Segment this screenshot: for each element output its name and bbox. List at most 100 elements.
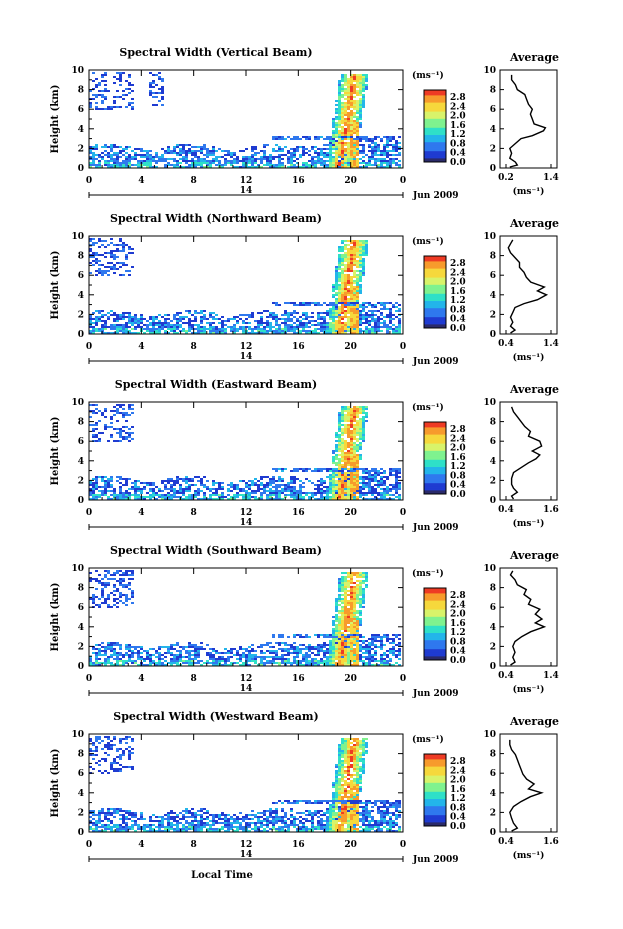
heatmap-cell	[314, 492, 317, 494]
heatmap-cell	[206, 322, 209, 324]
heatmap-cell	[194, 152, 197, 154]
heatmap-cell	[119, 488, 122, 490]
heatmap-cell	[305, 652, 308, 654]
heatmap-cell	[119, 430, 122, 432]
heatmap-cell	[98, 90, 101, 92]
heatmap-cell	[110, 150, 113, 152]
heatmap-cell	[122, 330, 125, 332]
heatmap-cell	[128, 648, 131, 650]
heatmap-cell	[224, 160, 227, 162]
heatmap-cell	[389, 136, 392, 138]
heatmap-cell	[296, 496, 299, 498]
heatmap-cell	[92, 478, 95, 480]
heatmap-cell	[329, 332, 332, 334]
heatmap-cell	[356, 164, 359, 166]
heatmap-cell	[284, 494, 287, 496]
heatmap-cell	[341, 580, 344, 582]
heatmap-cell	[137, 652, 140, 654]
heatmap-cell	[92, 160, 95, 162]
heatmap-cell	[152, 80, 155, 82]
heatmap-cell	[341, 618, 344, 620]
heatmap-cell	[128, 414, 131, 416]
heatmap-cell	[317, 136, 320, 138]
heatmap-cell	[254, 496, 257, 498]
heatmap-cell	[224, 324, 227, 326]
heatmap-cell	[365, 316, 368, 318]
heatmap-cell	[275, 480, 278, 482]
heatmap-cell	[116, 160, 119, 162]
heatmap-cell	[170, 326, 173, 328]
heatmap-cell	[92, 244, 95, 246]
heatmap-cell	[350, 246, 353, 248]
colorbar-tick-label: 0.0	[450, 158, 466, 168]
heatmap-cell	[353, 140, 356, 142]
heatmap-cell	[119, 434, 122, 436]
heatmap-cell	[374, 488, 377, 490]
colorbar-swatch	[424, 315, 446, 318]
heatmap-cell	[110, 242, 113, 244]
heatmap-cell	[365, 572, 368, 574]
heatmap-cell	[365, 420, 368, 422]
heatmap-cell	[155, 494, 158, 496]
heatmap-cell	[347, 410, 350, 412]
heatmap-cell	[188, 320, 191, 322]
heatmap-cell	[326, 330, 329, 332]
heatmap-cell	[113, 258, 116, 260]
heatmap-cell	[239, 160, 242, 162]
heatmap-cell	[164, 332, 167, 334]
heatmap-cell	[341, 306, 344, 308]
heatmap-cell	[197, 498, 200, 500]
heatmap-cell	[119, 318, 122, 320]
heatmap-cell	[278, 148, 281, 150]
heatmap-cell	[350, 478, 353, 480]
heatmap-cell	[347, 142, 350, 144]
heatmap-cell	[110, 256, 113, 258]
heatmap-cell	[95, 482, 98, 484]
heatmap-cell	[191, 644, 194, 646]
heatmap-cell	[338, 254, 341, 256]
heatmap-cell	[143, 650, 146, 652]
heatmap-cell	[98, 650, 101, 652]
heatmap-cell	[221, 316, 224, 318]
heatmap-cell	[332, 308, 335, 310]
heatmap-cell	[191, 484, 194, 486]
heatmap-cell	[203, 166, 206, 168]
heatmap-cell	[95, 242, 98, 244]
heatmap-cell	[350, 618, 353, 620]
x-tick-label: 0	[86, 342, 92, 352]
heatmap-cell	[368, 488, 371, 490]
heatmap-cell	[332, 320, 335, 322]
heatmap-cell	[194, 156, 197, 158]
heatmap-cell	[101, 264, 104, 266]
heatmap-cell	[395, 310, 398, 312]
colorbar-swatch	[424, 311, 446, 315]
heatmap-cell	[341, 578, 344, 580]
colorbar-swatch	[424, 317, 446, 320]
heatmap-cell	[149, 162, 152, 164]
heatmap-cell	[389, 650, 392, 652]
heatmap-cell	[92, 152, 95, 154]
heatmap-cell	[335, 266, 338, 268]
heatmap-cell	[344, 430, 347, 432]
heatmap-cell	[320, 158, 323, 160]
heatmap-cell	[356, 592, 359, 594]
heatmap-cell	[326, 148, 329, 150]
heatmap-cell	[386, 492, 389, 494]
heatmap-cell	[353, 472, 356, 474]
heatmap-cell	[341, 270, 344, 272]
heatmap-cell	[389, 328, 392, 330]
heatmap-cell	[164, 166, 167, 168]
heatmap-cell	[161, 498, 164, 500]
heatmap-cell	[353, 126, 356, 128]
heatmap-cell	[338, 626, 341, 628]
average-x-tick-label: 0.4	[498, 339, 514, 349]
heatmap-cell	[338, 250, 341, 252]
heatmap-cell	[107, 498, 110, 500]
heatmap-cell	[320, 304, 323, 306]
heatmap-cell	[335, 110, 338, 112]
heatmap-cell	[344, 164, 347, 166]
heatmap-cell	[320, 468, 323, 470]
heatmap-cell	[116, 96, 119, 98]
average-y-tick-label: 4	[490, 125, 496, 135]
heatmap-cell	[332, 156, 335, 158]
